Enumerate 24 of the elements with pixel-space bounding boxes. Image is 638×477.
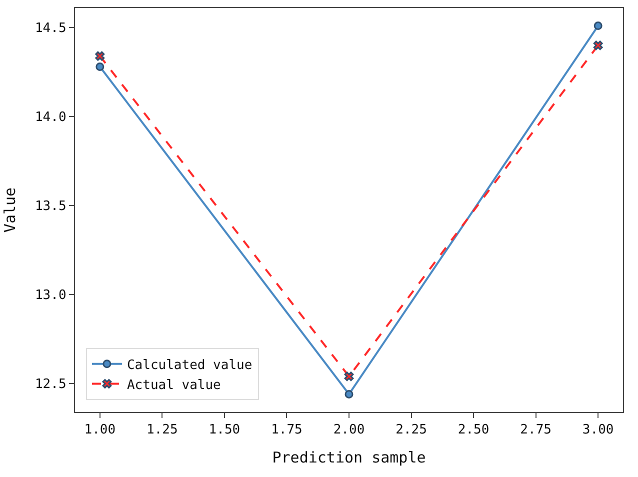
x-tick-label: 1.25 [146,422,178,438]
x-tick-label: 2.75 [520,422,552,438]
point [95,51,105,61]
x-tick-label: 2.25 [396,422,427,438]
x-tick-label: 2.50 [458,422,490,438]
y-tick-label: 13.0 [34,288,66,304]
y-tick-label: 13.5 [34,199,66,214]
x-tick-label: 1.75 [271,422,302,438]
point [96,62,104,71]
legend-label: Actual value [126,378,222,393]
point [594,22,602,30]
x-axis-title: Prediction sample [272,448,426,467]
y-axis-title: Value [1,187,20,233]
y-tick-label: 12.5 [34,377,66,392]
x-tick-label: 1.50 [208,422,240,438]
x-tick-label: 2.00 [333,422,365,438]
legend-label: Calculated value [126,358,252,373]
point [344,390,354,398]
y-tick-label: 14.5 [34,21,66,36]
x-tick-label: 3.00 [582,422,614,438]
y-tick-label: 14.0 [34,110,66,126]
point [593,40,603,50]
x-tick-label: 1.00 [84,422,116,438]
point [344,372,354,382]
